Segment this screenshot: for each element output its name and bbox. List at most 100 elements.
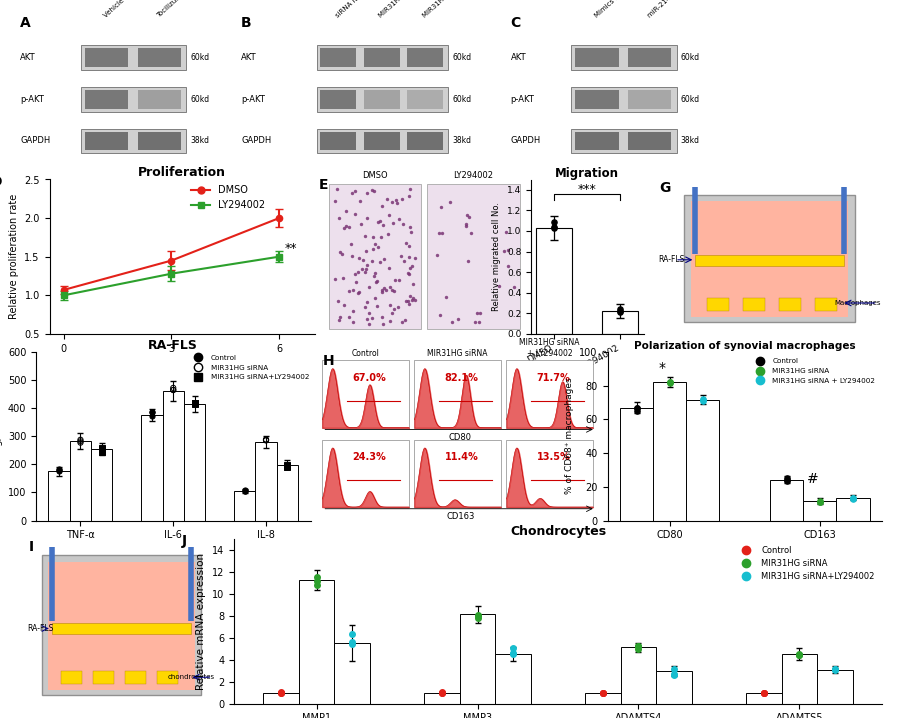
Bar: [334, 643, 370, 704]
Point: [374, 286, 389, 297]
Point: [344, 238, 358, 249]
Point: [439, 292, 454, 303]
Point: [667, 669, 681, 681]
Point: [387, 303, 401, 314]
Bar: [778, 299, 801, 311]
Point: [471, 610, 485, 621]
Point: [360, 259, 374, 271]
Point: [696, 393, 710, 405]
Text: J: J: [182, 533, 187, 548]
Point: [403, 290, 418, 302]
Point: [145, 411, 159, 422]
Text: Macrophages: Macrophages: [834, 300, 881, 306]
Bar: [184, 404, 205, 521]
Point: [360, 296, 374, 307]
Point: [335, 248, 349, 260]
Text: 11.4%: 11.4%: [445, 452, 479, 462]
Bar: [572, 45, 677, 70]
Bar: [495, 654, 531, 704]
Bar: [364, 90, 400, 108]
Text: #: #: [806, 472, 818, 486]
Bar: [264, 693, 299, 704]
Text: GAPDH: GAPDH: [241, 136, 271, 146]
Bar: [276, 465, 298, 521]
Point: [370, 275, 384, 286]
Point: [434, 202, 448, 213]
Point: [472, 317, 486, 328]
Point: [430, 249, 445, 261]
Bar: [414, 360, 500, 428]
Point: [351, 252, 365, 264]
Point: [443, 196, 457, 208]
Bar: [42, 555, 201, 695]
Point: [364, 185, 379, 196]
Bar: [628, 90, 671, 108]
Point: [385, 196, 400, 208]
Point: [432, 227, 446, 238]
Point: [500, 260, 515, 271]
Text: C: C: [510, 16, 521, 30]
Text: MIR31HG siRNA 1#: MIR31HG siRNA 1#: [378, 0, 432, 19]
Point: [259, 434, 274, 445]
Point: [371, 241, 385, 252]
Point: [402, 298, 417, 309]
Point: [391, 301, 405, 312]
Bar: [742, 299, 765, 311]
Bar: [51, 623, 192, 634]
Point: [367, 238, 382, 250]
Point: [435, 687, 449, 699]
Point: [596, 687, 610, 699]
Bar: [320, 90, 356, 108]
Point: [846, 493, 860, 504]
Text: CD80: CD80: [449, 433, 472, 442]
Point: [401, 295, 416, 307]
Bar: [317, 45, 447, 70]
Title: RA-FLS: RA-FLS: [148, 339, 198, 352]
Point: [596, 687, 610, 699]
Y-axis label: Relative proliferation rate: Relative proliferation rate: [9, 194, 19, 320]
Point: [310, 575, 324, 587]
Text: chondrocytes: chondrocytes: [168, 674, 215, 680]
Text: AKT: AKT: [20, 53, 36, 62]
Point: [339, 205, 354, 216]
Point: [757, 687, 771, 699]
Point: [259, 434, 274, 445]
Point: [631, 640, 645, 652]
Text: 60kd: 60kd: [453, 95, 472, 104]
Point: [399, 295, 413, 307]
Bar: [158, 671, 178, 684]
Point: [631, 643, 645, 655]
Point: [596, 687, 610, 699]
Text: 24.3%: 24.3%: [353, 452, 386, 462]
Legend: Control, MIR31HG siRNA, MIR31HG siRNA + LY294002: Control, MIR31HG siRNA, MIR31HG siRNA + …: [750, 355, 878, 386]
Point: [499, 226, 513, 238]
Point: [52, 464, 67, 475]
Title: Migration: Migration: [555, 167, 619, 180]
Point: [362, 307, 376, 319]
Point: [352, 286, 366, 298]
Text: Control: Control: [352, 349, 380, 358]
Bar: [621, 648, 656, 704]
Point: [360, 213, 374, 224]
Text: D: D: [0, 175, 3, 189]
Point: [376, 318, 391, 330]
Bar: [408, 131, 444, 150]
Point: [370, 300, 384, 312]
Point: [667, 668, 681, 680]
Point: [400, 237, 414, 248]
Point: [382, 316, 397, 327]
Point: [382, 262, 396, 274]
Bar: [138, 48, 181, 67]
Bar: [575, 131, 618, 150]
Point: [497, 245, 511, 256]
Point: [471, 612, 485, 623]
Title: Proliferation: Proliferation: [139, 167, 226, 180]
Bar: [414, 439, 500, 507]
Bar: [408, 90, 444, 108]
Bar: [572, 129, 677, 154]
Point: [280, 460, 294, 472]
Point: [365, 255, 380, 266]
Point: [459, 220, 473, 231]
Point: [347, 185, 362, 197]
Point: [401, 251, 416, 263]
